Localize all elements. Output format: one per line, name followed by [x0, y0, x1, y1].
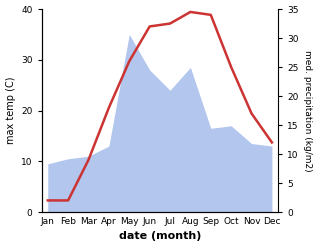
Y-axis label: med. precipitation (kg/m2): med. precipitation (kg/m2) — [303, 50, 313, 171]
X-axis label: date (month): date (month) — [119, 231, 201, 242]
Y-axis label: max temp (C): max temp (C) — [5, 77, 16, 144]
